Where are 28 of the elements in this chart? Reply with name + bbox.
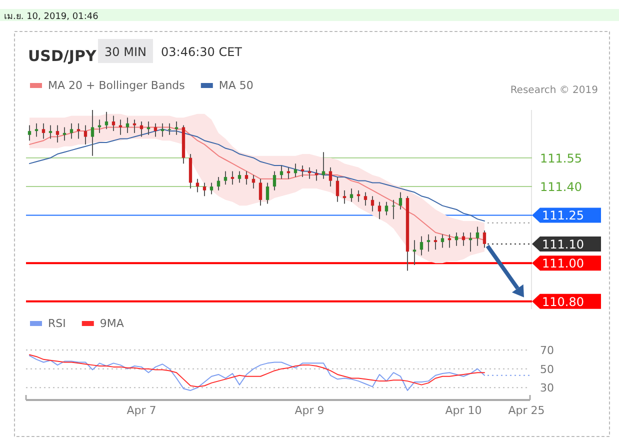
y-tick-label: 111.10 xyxy=(542,237,584,252)
y-tick-label: 111.25 xyxy=(542,208,584,223)
legend-label: MA 50 xyxy=(218,79,254,92)
level-tag: 111.25 xyxy=(532,208,601,223)
x-tick-label: Apr 10 xyxy=(445,404,482,417)
y-tick-label: 70 xyxy=(540,344,554,357)
chart-title: USD/JPY xyxy=(28,47,98,65)
x-tick-label: Apr 9 xyxy=(294,404,324,417)
level-tag: 111.55 xyxy=(540,151,582,166)
legend-item: RSI xyxy=(30,317,66,330)
legend-item: MA 50 xyxy=(200,79,254,92)
y-tick-label: 111.00 xyxy=(542,256,584,271)
line-series xyxy=(29,128,485,222)
text: Research © 2019 xyxy=(510,85,598,96)
level-tag: 111.00 xyxy=(532,256,601,271)
text: เม.ย. 10, 2019, 01:46 xyxy=(4,12,99,22)
legend-item: MA 20 + Bollinger Bands xyxy=(30,79,185,92)
y-tick-label: 30 xyxy=(540,382,554,395)
text: 03:46:30 CET xyxy=(161,45,243,59)
x-tick-label: Apr 25 xyxy=(508,404,545,417)
y-tick-label: 50 xyxy=(540,362,554,376)
legend-label: RSI xyxy=(48,317,66,330)
legend-label: 9MA xyxy=(100,317,124,330)
level-tag: 111.40 xyxy=(540,180,582,194)
x-tick-label: Apr 7 xyxy=(126,404,156,417)
legend-item: 9MA xyxy=(82,317,124,330)
chart-subtitle: 30 MIN xyxy=(104,45,146,59)
y-tick-label: 110.80 xyxy=(542,294,584,309)
